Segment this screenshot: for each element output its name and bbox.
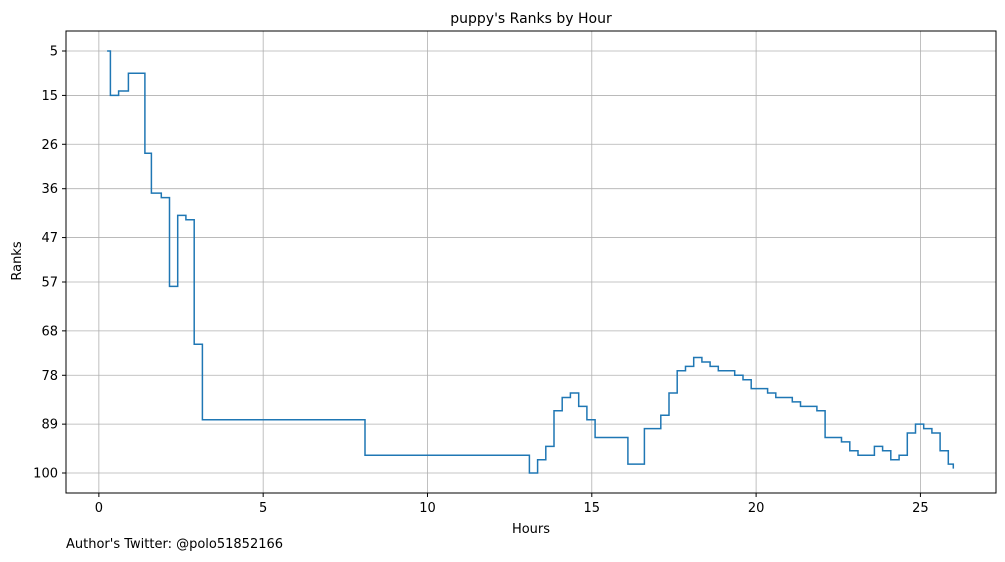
y-tick-label: 78 bbox=[41, 369, 58, 384]
author-credit: Author's Twitter: @polo51852166 bbox=[66, 537, 284, 552]
y-tick-label: 57 bbox=[41, 275, 58, 290]
x-tick-label: 5 bbox=[259, 501, 267, 516]
x-tick-label: 15 bbox=[584, 501, 601, 516]
x-tick-label: 20 bbox=[748, 501, 765, 516]
x-tick-label: 0 bbox=[95, 501, 103, 516]
y-tick-label: 15 bbox=[41, 89, 58, 104]
rank-step-line bbox=[107, 50, 955, 474]
x-axis-ticks: 0 5 10 15 20 25 bbox=[95, 493, 929, 516]
y-tick-label: 47 bbox=[41, 231, 58, 246]
x-axis-label: Hours bbox=[512, 522, 550, 537]
y-tick-label: 26 bbox=[41, 138, 58, 153]
grid-lines bbox=[66, 31, 996, 493]
y-axis-label: Ranks bbox=[10, 241, 25, 280]
y-tick-label: 89 bbox=[41, 418, 58, 433]
chart-title: puppy's Ranks by Hour bbox=[450, 11, 612, 27]
x-tick-label: 25 bbox=[912, 501, 929, 516]
y-tick-label: 68 bbox=[41, 324, 58, 339]
x-tick-label: 10 bbox=[419, 501, 436, 516]
y-tick-label: 5 bbox=[50, 44, 58, 59]
y-axis-ticks: 5 15 26 36 47 57 68 78 89 100 bbox=[33, 44, 66, 482]
plot-frame bbox=[65, 30, 997, 494]
y-tick-label: 100 bbox=[33, 467, 58, 482]
y-tick-label: 36 bbox=[41, 182, 58, 197]
